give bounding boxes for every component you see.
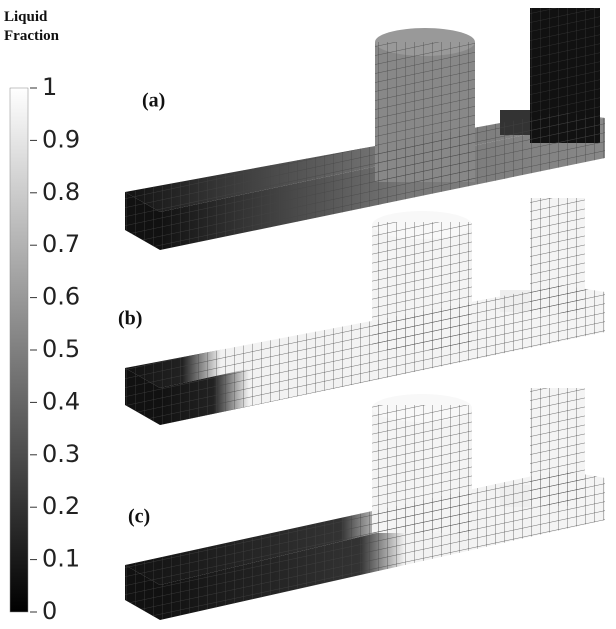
mesh-model-c [125, 388, 605, 620]
colorbar-tick-label: 0.5 [42, 335, 80, 363]
panel-label: (a) [142, 90, 165, 112]
colorbar [10, 88, 28, 612]
figure-canvas: (a) (b) (c) 0 0.1 0.2 0.3 0.4 0.5 0.6 0.7 0.8 0.9… [0, 0, 616, 629]
colorbar-tick-label: 0.4 [42, 387, 80, 415]
colorbar-tick-label: 0 [42, 597, 57, 625]
colorbar-tick-label: 0.3 [42, 440, 80, 468]
panel-label: (c) [128, 506, 150, 528]
colorbar-tick-label: 0.7 [42, 230, 80, 258]
colorbar-tick-label: 0.9 [42, 125, 80, 153]
colorbar-tick-label: 1 [42, 73, 57, 101]
figure: Liquid Fraction [0, 0, 616, 629]
panel-label: (b) [118, 308, 142, 330]
colorbar-tick-label: 0.1 [42, 545, 80, 573]
colorbar-tick-label: 0.2 [42, 492, 80, 520]
colorbar-tick-label: 0.8 [42, 178, 80, 206]
colorbar-tick-label: 0.6 [42, 283, 80, 311]
